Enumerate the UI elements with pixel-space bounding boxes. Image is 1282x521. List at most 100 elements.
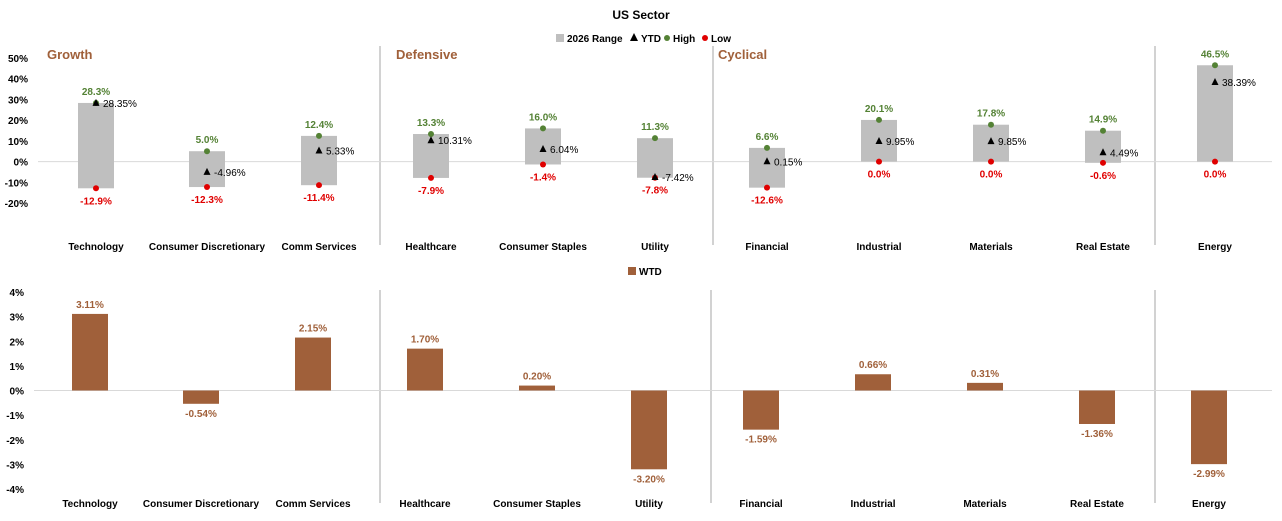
low-label-utility: -7.8% [642, 186, 668, 197]
ytd-marker-consumer-staples [539, 145, 547, 153]
range-category-label-financial: Financial [745, 242, 789, 253]
low-marker-industrial [876, 158, 882, 165]
range-ytick-label: 0% [14, 158, 29, 169]
wtd-value-label-healthcare: 1.70% [411, 335, 439, 346]
group-label-growth: Growth [47, 47, 93, 62]
wtd-ytick-label: 1% [10, 362, 25, 373]
high-marker-utility [652, 135, 658, 142]
wtd-bar-consumer-discretionary [183, 390, 219, 404]
legend-wtd-label: WTD [639, 267, 662, 278]
ytd-label-technology: 28.35% [103, 99, 137, 110]
legend-range-swatch [556, 34, 564, 42]
range-category-label-technology: Technology [68, 242, 124, 253]
range-category-label-materials: Materials [969, 242, 1013, 253]
wtd-bar-comm-services [295, 337, 331, 391]
wtd-ytick-label: -3% [6, 460, 24, 471]
wtd-ytick-label: -4% [6, 485, 24, 496]
ytd-marker-healthcare [427, 136, 435, 144]
ytd-marker-utility [651, 172, 659, 180]
low-marker-technology [93, 185, 99, 192]
ytd-label-real-estate: 4.49% [1110, 148, 1138, 159]
low-marker-comm-services [316, 182, 322, 189]
high-marker-energy [1212, 62, 1218, 69]
wtd-ytick-label: -1% [6, 411, 24, 422]
ytd-marker-materials [987, 137, 995, 145]
high-marker-real-estate [1100, 127, 1106, 134]
low-label-real-estate: -0.6% [1090, 171, 1116, 182]
ytd-label-consumer-discretionary: -4.96% [214, 168, 246, 179]
range-bar-comm-services [301, 135, 337, 186]
wtd-category-label-utility: Utility [635, 499, 663, 510]
wtd-bar-energy [1191, 390, 1227, 465]
group-label-cyclical: Cyclical [718, 47, 767, 62]
high-label-real-estate: 14.9% [1089, 115, 1117, 126]
low-label-materials: 0.0% [980, 170, 1003, 181]
range-category-label-utility: Utility [641, 242, 669, 253]
wtd-bar-utility [631, 390, 667, 470]
wtd-category-label-consumer-staples: Consumer Staples [493, 499, 581, 510]
low-marker-healthcare [428, 174, 434, 181]
wtd-ytick-label: -2% [6, 436, 24, 447]
high-marker-consumer-staples [540, 125, 546, 132]
top-legend: 2026 Range YTD High Low [556, 33, 731, 45]
ytd-marker-energy [1211, 78, 1219, 86]
ytd-label-energy: 38.39% [1222, 78, 1256, 89]
wtd-ytick-label: 0% [10, 387, 25, 398]
wtd-value-label-consumer-discretionary: -0.54% [185, 409, 217, 420]
wtd-category-label-energy: Energy [1192, 499, 1226, 510]
low-marker-financial [764, 184, 770, 191]
high-marker-healthcare [428, 131, 434, 138]
legend-range-label: 2026 Range [567, 34, 623, 45]
ytd-label-utility: -7.42% [662, 173, 694, 184]
low-marker-materials [988, 158, 994, 165]
high-marker-consumer-discretionary [204, 148, 210, 155]
low-label-consumer-discretionary: -12.3% [191, 195, 223, 206]
low-label-energy: 0.0% [1204, 170, 1227, 181]
high-label-technology: 28.3% [82, 87, 110, 98]
wtd-category-label-materials: Materials [963, 499, 1007, 510]
ytd-label-consumer-staples: 6.04% [550, 145, 578, 156]
ytd-label-healthcare: 10.31% [438, 136, 472, 147]
wtd-ytick-label: 2% [10, 337, 25, 348]
high-label-energy: 46.5% [1201, 49, 1229, 60]
wtd-bar-technology [72, 313, 108, 391]
high-marker-materials [988, 121, 994, 128]
wtd-value-label-real-estate: -1.36% [1081, 429, 1113, 440]
wtd-value-label-utility: -3.20% [633, 474, 665, 485]
legend-high-label: High [673, 34, 695, 45]
ytd-marker-industrial [875, 136, 883, 144]
low-marker-real-estate [1100, 159, 1106, 166]
legend-low-marker [702, 35, 708, 41]
legend-high-marker [664, 35, 670, 41]
wtd-category-label-real-estate: Real Estate [1070, 499, 1124, 510]
wtd-value-label-energy: -2.99% [1193, 469, 1225, 480]
wtd-category-label-industrial: Industrial [850, 499, 895, 510]
ytd-marker-consumer-discretionary [203, 167, 211, 175]
ytd-marker-real-estate [1099, 148, 1107, 156]
wtd-bar-materials [967, 382, 1003, 391]
range-ytick-label: 10% [8, 137, 28, 148]
low-label-industrial: 0.0% [868, 170, 891, 181]
chart-title: US Sector [612, 8, 670, 22]
low-label-comm-services: -11.4% [303, 193, 334, 204]
wtd-ytick-label: 3% [10, 313, 25, 324]
wtd-category-label-financial: Financial [739, 499, 783, 510]
low-marker-energy [1212, 158, 1218, 165]
ytd-marker-technology [92, 98, 100, 106]
wtd-category-label-consumer-discretionary: Consumer Discretionary [143, 499, 260, 510]
high-label-materials: 17.8% [977, 109, 1005, 120]
high-marker-financial [764, 144, 770, 151]
legend-wtd-swatch [628, 267, 636, 275]
ytd-marker-financial [763, 157, 771, 165]
ytd-label-materials: 9.85% [998, 137, 1026, 148]
legend-low-label: Low [711, 34, 731, 45]
wtd-bar-healthcare [407, 348, 443, 391]
range-ytick-label: -20% [5, 199, 28, 210]
wtd-ytick-label: 4% [10, 288, 25, 299]
high-label-financial: 6.6% [756, 132, 779, 143]
wtd-value-label-consumer-staples: 0.20% [523, 372, 551, 383]
wtd-bar-real-estate [1079, 390, 1115, 424]
ytd-label-comm-services: 5.33% [326, 147, 354, 158]
high-label-consumer-staples: 16.0% [529, 112, 557, 123]
